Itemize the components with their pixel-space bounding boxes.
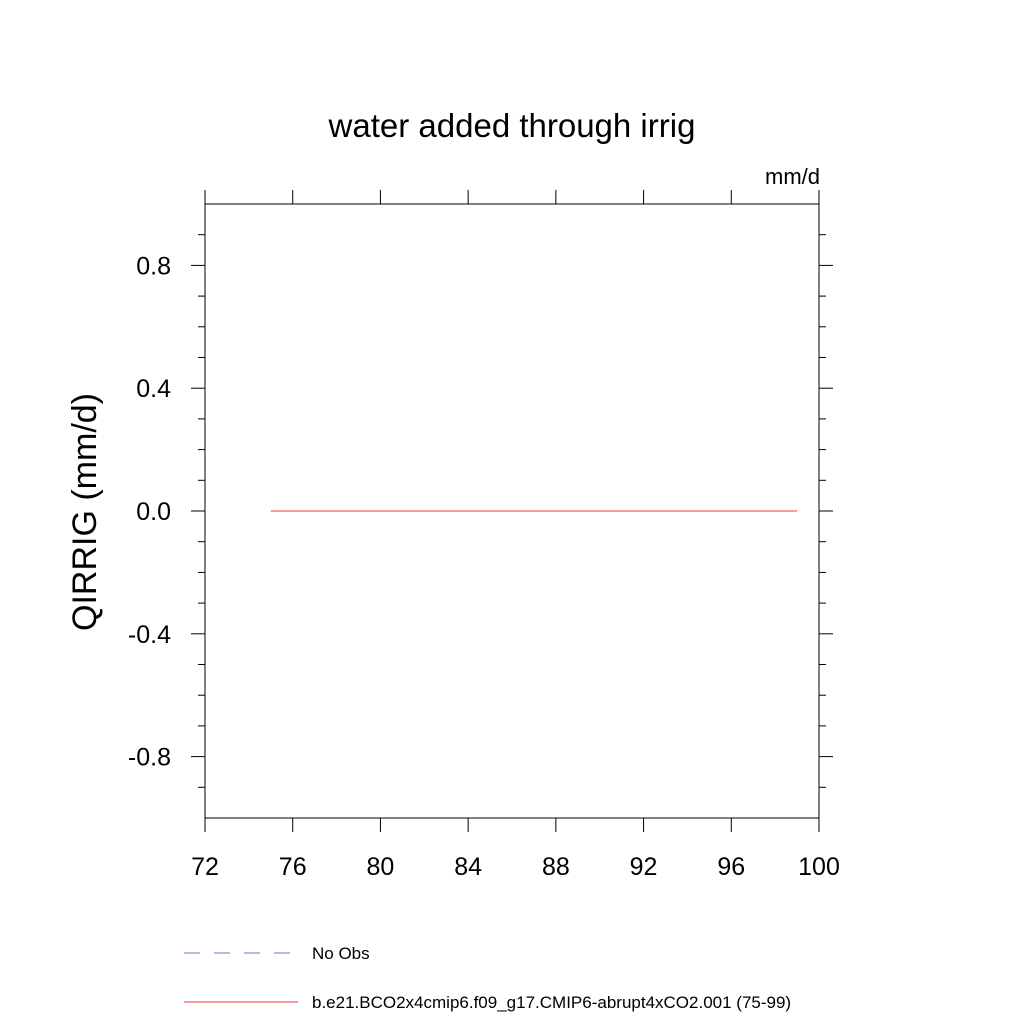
x-tick-label: 76 [279, 853, 307, 881]
x-tick-label: 84 [454, 853, 482, 881]
units-label: mm/d [765, 164, 820, 189]
chart-title: water added through irrig [328, 107, 696, 144]
x-tick-label: 72 [191, 853, 219, 881]
y-tick-label: 0.8 [136, 252, 171, 280]
axis-ticks [191, 190, 833, 832]
x-tick-label: 100 [798, 853, 840, 881]
y-tick-label: -0.4 [128, 621, 171, 649]
y-tick-label: 0.4 [136, 375, 171, 403]
legend-label: No Obs [312, 944, 370, 963]
x-tick-label: 88 [542, 853, 570, 881]
legend: No Obs b.e21.BCO2x4cmip6.f09_g17.CMIP6-ab… [184, 944, 791, 1012]
axis-tick-labels: 72 76 80 84 88 92 96 100 -0.8 -0.4 0.0 0.4 0.8 [128, 252, 840, 881]
y-tick-label: -0.8 [128, 744, 171, 772]
y-axis-label: QIRRIG (mm/d) [66, 393, 104, 631]
x-tick-label: 96 [717, 853, 745, 881]
x-tick-label: 80 [367, 853, 395, 881]
y-tick-label: 0.0 [136, 498, 171, 526]
x-tick-label: 92 [630, 853, 658, 881]
legend-label: b.e21.BCO2x4cmip6.f09_g17.CMIP6-abrupt4x… [312, 993, 791, 1012]
